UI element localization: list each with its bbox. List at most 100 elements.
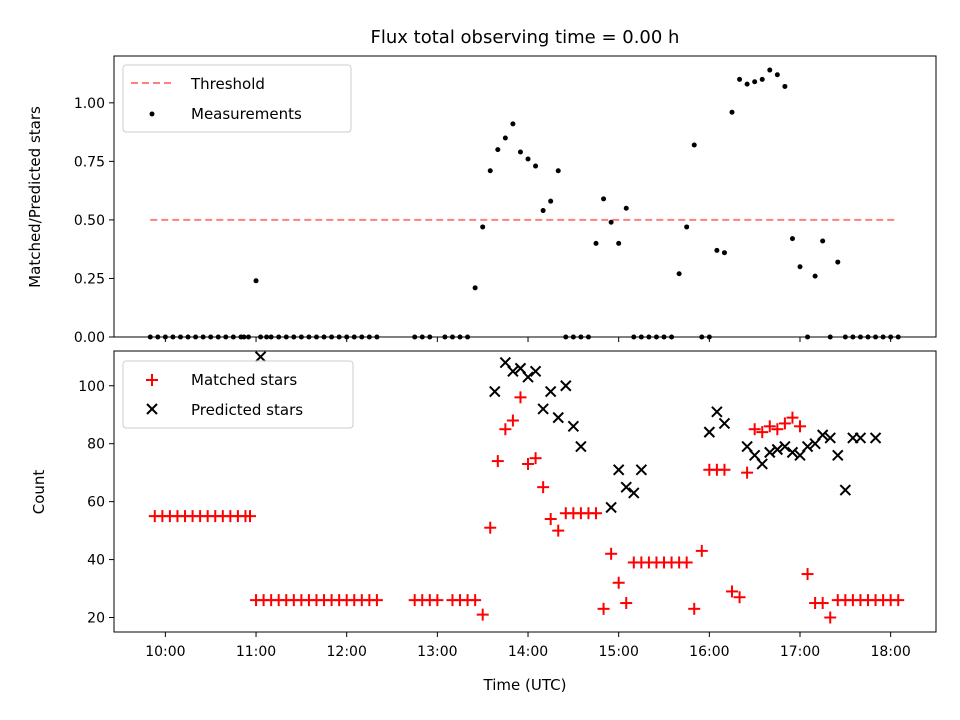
matched-stars-point xyxy=(537,481,550,494)
predicted-stars-point xyxy=(620,481,632,493)
matched-stars-point xyxy=(499,423,512,436)
measurement-point xyxy=(533,163,539,169)
legend-matched-swatch xyxy=(146,374,158,386)
measurement-point xyxy=(767,67,773,73)
bottom-axes-frame xyxy=(113,350,937,633)
matched-stars-point xyxy=(431,594,444,607)
measurement-point xyxy=(608,219,614,225)
y-tick-label: 0.50 xyxy=(74,213,105,229)
predicted-stars-point xyxy=(560,380,572,392)
measurement-point xyxy=(616,240,622,246)
predicted-stars-point xyxy=(786,446,799,459)
measurement-point xyxy=(623,205,629,211)
matched-stars-point xyxy=(763,420,776,433)
matched-stars-point xyxy=(756,426,769,439)
predicted-stars-point xyxy=(869,432,882,444)
measurement-point xyxy=(495,147,501,153)
y-tick-label: 0.00 xyxy=(74,330,105,346)
matched-stars-point xyxy=(695,544,708,557)
matched-stars-point xyxy=(786,411,799,424)
predicted-stars-point xyxy=(779,440,791,453)
matched-stars-point xyxy=(484,521,497,534)
matched-stars-point xyxy=(476,608,489,621)
matched-stars-point xyxy=(370,594,383,607)
measurement-point xyxy=(729,109,735,115)
x-tick-label: 14:00 xyxy=(508,644,548,660)
matched-stars-point xyxy=(506,414,519,427)
legend-matched-label: Matched stars xyxy=(191,371,297,389)
y-tick-label: 60 xyxy=(87,495,105,511)
measurement-point xyxy=(601,196,607,202)
predicted-stars-point xyxy=(816,429,829,441)
predicted-stars-point xyxy=(635,464,648,476)
x-tick-label: 12:00 xyxy=(327,644,367,660)
measurement-point xyxy=(502,135,508,141)
matched-stars-point xyxy=(590,507,603,520)
measurement-point xyxy=(782,83,788,89)
legend-measurements-label: Measurements xyxy=(191,105,302,123)
predicted-stars-point xyxy=(529,365,542,377)
matched-stars-point xyxy=(491,455,504,468)
measurement-point xyxy=(684,224,690,230)
predicted-stars-point xyxy=(839,484,852,496)
predicted-stars-point xyxy=(824,432,836,444)
matched-stars-point xyxy=(718,463,731,476)
matched-stars-point xyxy=(612,576,625,589)
predicted-stars-point xyxy=(854,432,867,444)
x-tick-label: 16:00 xyxy=(689,644,729,660)
matched-stars-point xyxy=(688,602,701,615)
predicted-stars-point xyxy=(801,440,814,453)
top-panel: 0.00 0.25 0.50 0.75 1.00 Matched/Predicted s… xyxy=(26,55,937,346)
measurement-point xyxy=(517,149,523,155)
bottom-legend: Matched stars Predicted stars xyxy=(122,360,354,429)
matched-stars-point xyxy=(552,524,565,537)
measurement-point xyxy=(472,285,478,291)
y-tick-label: 0.25 xyxy=(74,271,105,287)
matched-stars-point xyxy=(469,594,482,607)
predicted-stars-point xyxy=(771,443,784,456)
measurement-point xyxy=(593,240,599,246)
measurement-point xyxy=(691,142,697,148)
matched-stars-point xyxy=(801,568,814,581)
measurement-point xyxy=(480,224,486,230)
measurement-point xyxy=(835,259,841,265)
predicted-stars-point xyxy=(628,487,640,499)
measurement-point xyxy=(721,250,727,256)
predicted-stars-point xyxy=(756,458,768,470)
x-tick-label: 11:00 xyxy=(236,644,276,660)
matched-stars-point xyxy=(680,556,693,569)
matched-stars-point xyxy=(544,513,557,526)
matched-stars-point xyxy=(243,510,256,523)
bottom-xlabel: Time (UTC) xyxy=(483,676,567,694)
y-tick-label: 40 xyxy=(87,553,105,569)
legend-measurements-swatch xyxy=(149,111,155,117)
matched-stars-point xyxy=(605,547,618,560)
predicted-stars-point xyxy=(537,403,549,415)
measurement-point xyxy=(744,81,750,87)
predicted-stars-point xyxy=(718,417,731,430)
measurement-point xyxy=(510,121,516,127)
y-tick-label: 1.00 xyxy=(74,96,105,112)
measurement-point xyxy=(752,79,758,85)
measurement-point xyxy=(774,72,780,78)
matched-stars-point xyxy=(726,585,739,598)
x-tick-label: 18:00 xyxy=(870,644,910,660)
matched-stars-point xyxy=(597,602,610,615)
y-tick-label: 80 xyxy=(87,437,105,453)
predicted-stars-point xyxy=(489,385,501,398)
matched-stars-point xyxy=(522,457,535,470)
measurement-point xyxy=(797,264,803,270)
predicted-stars-point xyxy=(832,449,844,461)
y-tick-label: 100 xyxy=(78,379,105,395)
measurement-point xyxy=(759,76,765,82)
matched-stars-point xyxy=(529,452,542,465)
predicted-stars-point xyxy=(507,365,519,377)
matched-stars-point xyxy=(794,420,807,433)
legend-predicted-label: Predicted stars xyxy=(191,401,303,419)
x-tick-label: 15:00 xyxy=(599,644,639,660)
x-tick-label: 17:00 xyxy=(780,644,820,660)
y-tick-label: 0.75 xyxy=(74,154,105,170)
measurement-point xyxy=(555,168,561,174)
legend-threshold-label: Threshold xyxy=(190,75,265,93)
